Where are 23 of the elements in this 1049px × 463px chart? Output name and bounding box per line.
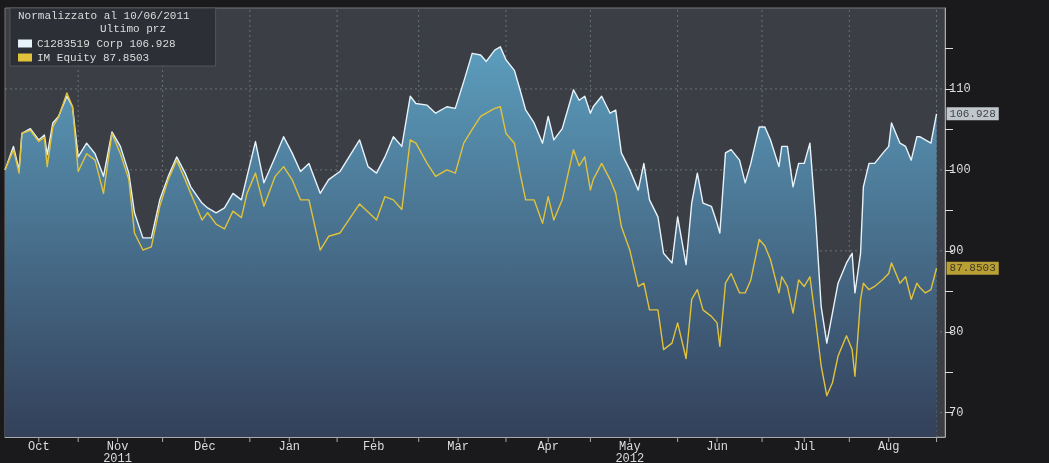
- x-tick-label: Nov 2011: [103, 440, 132, 463]
- y-tick-label: 80: [949, 324, 964, 339]
- x-tick-label: Dec: [194, 440, 216, 454]
- x-tick-label: Apr: [537, 440, 559, 454]
- annotation: 106.928: [949, 107, 996, 120]
- line-series: [4, 92, 938, 397]
- x-tick-label: Jun: [706, 440, 728, 454]
- legend-title: Normalizzato al 10/06/2011: [18, 9, 191, 22]
- x-tick-label: Jan: [278, 440, 301, 454]
- annotation: 87.8503: [949, 262, 996, 275]
- legend-label: IM Equity 87.8503: [37, 51, 150, 64]
- text: Ultimo prz: [100, 22, 167, 35]
- x-tick-label: Aug: [877, 440, 900, 454]
- x-tick-label: Jul: [793, 440, 816, 454]
- x-tick-label: Feb: [362, 440, 385, 454]
- y-tick-label: 100: [949, 162, 971, 177]
- y-tick-label: 90: [949, 243, 964, 258]
- legend-label: C1283519 Corp 106.928: [37, 37, 176, 50]
- x-tick-label: Oct: [27, 440, 50, 454]
- x-tick-label: Mar: [447, 440, 469, 454]
- x-tick-label: May 2012: [615, 440, 645, 463]
- y-tick-label: 110: [949, 81, 971, 96]
- y-tick-label: 70: [949, 405, 964, 420]
